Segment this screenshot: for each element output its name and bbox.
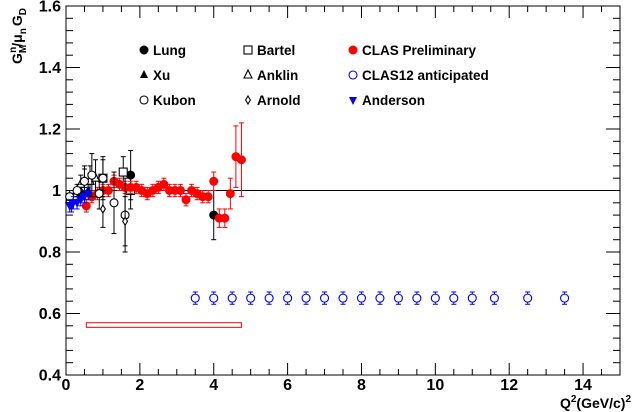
clas12-anticipated-point: [227, 293, 237, 303]
x-tick-label: 2: [135, 377, 144, 394]
legend-marker: [139, 95, 149, 105]
clas12-anticipated-point: [283, 293, 293, 303]
clas12-anticipated-point: [264, 293, 274, 303]
clas12-anticipated-point: [412, 293, 422, 303]
legend-label: Arnold: [257, 93, 301, 108]
arnold-point: [122, 216, 129, 227]
y-tick-label: 1.2: [39, 122, 61, 139]
clas-preliminary-point: [209, 176, 219, 186]
legend-marker: [348, 45, 358, 55]
x-axis-label: Q2(GeV/c)2: [560, 394, 631, 411]
clas-preliminary-point: [236, 155, 246, 165]
x-tick-label: 6: [283, 377, 292, 394]
clas12-anticipated-point: [523, 293, 533, 303]
y-tick-label: 1: [52, 183, 61, 200]
legend-marker: [243, 45, 253, 55]
x-tick-label: 14: [574, 377, 592, 394]
clas12-anticipated-point: [301, 293, 311, 303]
legend-marker: [140, 70, 148, 78]
clas12-anticipated-point: [319, 293, 330, 303]
x-tick-label: 10: [426, 377, 444, 394]
x-tick-label: 8: [357, 377, 366, 394]
kubon-point: [87, 170, 97, 180]
legend-label: Bartel: [257, 43, 295, 58]
arnold-point: [99, 203, 106, 215]
legend-label: Lung: [153, 43, 186, 58]
x-tick-label: 4: [209, 377, 218, 394]
legend-marker: [243, 68, 253, 79]
clas-preliminary-point: [225, 189, 235, 199]
systematic-error-band: [85, 322, 242, 328]
clas12-anticipated-point: [209, 293, 219, 303]
anderson-point: [84, 190, 93, 199]
y-tick-label: 1.4: [39, 60, 61, 77]
y-tick-label: 1.6: [39, 0, 61, 16]
legend-marker: [139, 45, 149, 55]
clas12-anticipated-point: [449, 293, 459, 303]
legend-marker: [349, 97, 357, 105]
legend-label: Kubon: [153, 93, 196, 108]
anderson-point: [76, 196, 85, 205]
legend-marker: [244, 94, 252, 106]
clas12-anticipated-point: [190, 293, 200, 303]
kubon-point: [79, 176, 90, 186]
y-axis-label: GMn/μnGD: [8, 8, 29, 64]
x-tick-label: 12: [500, 377, 518, 394]
clas12-anticipated-point: [356, 293, 367, 303]
x-tick-label: 0: [62, 377, 71, 394]
kubon-point: [98, 173, 108, 183]
clas-preliminary-point: [203, 192, 213, 202]
legend: Lung Bartel CLAS Preliminary Xu Anklin CLAS12…: [139, 43, 489, 108]
clas-preliminary-point: [181, 195, 191, 205]
legend-label: Xu: [153, 68, 170, 83]
legend-label: Anklin: [257, 68, 298, 83]
clas-preliminary-point: [175, 186, 185, 195]
data-points-layer: [64, 122, 570, 305]
anderson-point: [80, 193, 89, 202]
clas-preliminary-point: [103, 186, 113, 195]
clas12-anticipated-point: [430, 293, 440, 303]
anderson-point: [73, 199, 82, 208]
clas12-anticipated-point: [393, 293, 403, 303]
y-tick-label: 0.8: [39, 245, 61, 262]
y-tick-label: 0.6: [39, 306, 61, 323]
clas12-anticipated-point: [560, 293, 570, 303]
clas12-anticipated-point: [489, 293, 499, 303]
clas12-anticipated-point: [375, 293, 385, 303]
clas12-anticipated-point: [467, 293, 477, 303]
y-tick-label: 0.4: [39, 368, 61, 385]
systematic-band-layer: [85, 322, 242, 328]
kubon-point: [109, 198, 119, 208]
clas-preliminary-point: [220, 213, 230, 223]
clas12-anticipated-point: [338, 293, 348, 303]
axis-titles: Q2(GeV/c)2 GMn/μnGD: [8, 8, 631, 411]
bartel-point: [118, 167, 128, 177]
legend-label: Anderson: [362, 93, 425, 108]
kubon-point: [72, 185, 82, 196]
clas12-anticipated-point: [246, 293, 256, 303]
legend-label: CLAS Preliminary: [362, 43, 477, 58]
legend-label: CLAS12 anticipated: [362, 68, 489, 83]
legend-marker: [348, 70, 358, 80]
